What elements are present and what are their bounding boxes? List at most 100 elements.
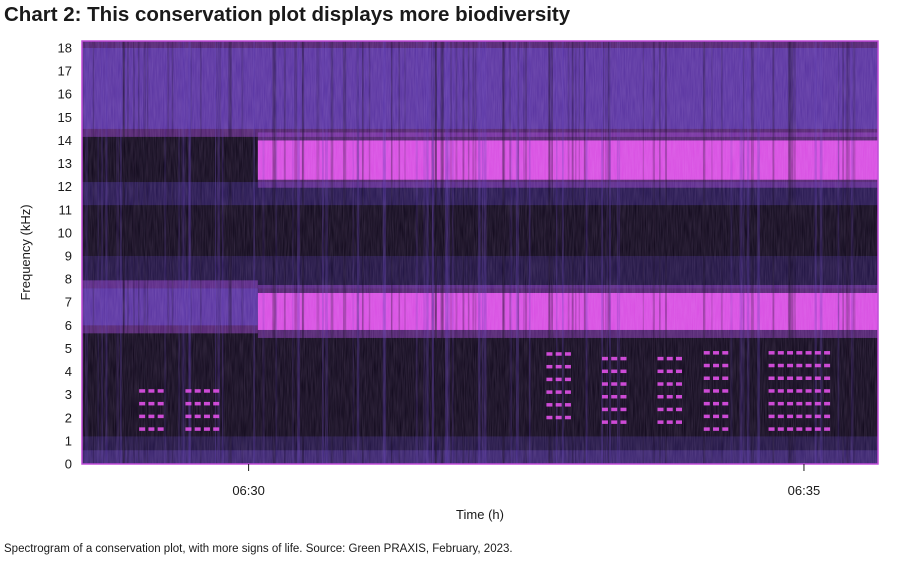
- call-mark: [796, 389, 803, 393]
- call-mark: [611, 369, 618, 374]
- call-mark: [601, 356, 608, 361]
- call-mark: [703, 389, 710, 393]
- y-tick-label: 12: [58, 179, 72, 194]
- call-mark: [824, 376, 831, 380]
- call-mark: [666, 382, 673, 386]
- call-mark: [657, 420, 664, 424]
- call-mark: [194, 401, 201, 406]
- call-mark: [666, 356, 673, 361]
- call-mark: [768, 414, 775, 419]
- call-mark: [824, 389, 831, 393]
- call-mark: [555, 377, 562, 382]
- call-mark: [139, 401, 146, 406]
- call-mark: [787, 401, 794, 406]
- call-mark: [796, 376, 803, 380]
- call-mark: [601, 382, 608, 386]
- call-mark: [194, 389, 201, 393]
- call-mark: [620, 369, 627, 374]
- call-mark: [768, 427, 775, 431]
- call-mark: [787, 389, 794, 393]
- y-tick-label: 14: [58, 133, 72, 148]
- call-mark: [824, 414, 831, 419]
- call-mark: [213, 427, 220, 431]
- call-mark: [722, 376, 729, 380]
- call-mark: [713, 376, 720, 380]
- call-mark: [713, 389, 720, 393]
- call-mark: [666, 407, 673, 412]
- call-mark: [814, 401, 821, 406]
- call-mark: [787, 376, 794, 380]
- call-mark: [787, 363, 794, 368]
- call-mark: [657, 394, 664, 399]
- call-mark: [620, 382, 627, 386]
- call-mark: [814, 427, 821, 431]
- call-mark: [564, 403, 571, 407]
- chart-title: Chart 2: This conservation plot displays…: [4, 3, 571, 26]
- call-mark: [555, 390, 562, 394]
- call-mark: [703, 414, 710, 419]
- call-mark: [666, 369, 673, 374]
- call-mark: [768, 376, 775, 380]
- call-mark: [555, 352, 562, 356]
- call-mark: [546, 364, 553, 369]
- call-mark: [601, 394, 608, 399]
- call-mark: [722, 414, 729, 419]
- call-mark: [722, 351, 729, 355]
- call-mark: [148, 414, 155, 419]
- call-mark: [777, 414, 784, 419]
- call-mark: [148, 427, 155, 431]
- call-mark: [139, 414, 146, 419]
- call-mark: [676, 356, 682, 361]
- y-tick-label: 5: [65, 341, 72, 356]
- call-mark: [787, 414, 794, 419]
- call-mark: [601, 369, 608, 374]
- call-mark: [139, 427, 146, 431]
- y-tick-label: 11: [59, 202, 73, 217]
- x-tick-label: 06:30: [232, 483, 265, 498]
- call-mark: [805, 414, 812, 419]
- y-tick-label: 3: [65, 387, 72, 402]
- plot-frame: [81, 40, 879, 465]
- call-mark: [805, 351, 812, 355]
- call-mark: [777, 363, 784, 368]
- call-mark: [703, 401, 710, 406]
- call-mark: [611, 394, 618, 399]
- call-mark: [676, 369, 682, 374]
- call-mark: [805, 401, 812, 406]
- call-mark: [768, 351, 775, 355]
- y-tick-label: 18: [58, 41, 72, 56]
- call-mark: [620, 356, 627, 361]
- call-mark: [824, 427, 831, 431]
- y-tick-label: 15: [58, 110, 72, 125]
- call-mark: [611, 382, 618, 386]
- call-mark: [185, 414, 192, 419]
- y-axis-label: Frequency (kHz): [18, 204, 33, 300]
- call-mark: [713, 401, 720, 406]
- call-mark: [185, 427, 192, 431]
- call-mark: [546, 352, 553, 356]
- call-mark: [611, 420, 618, 424]
- call-mark: [564, 364, 571, 369]
- x-axis-label: Time (h): [456, 507, 504, 522]
- call-mark: [611, 407, 618, 412]
- call-mark: [194, 427, 201, 431]
- call-mark: [546, 415, 553, 420]
- call-mark: [555, 364, 562, 369]
- call-mark: [564, 390, 571, 394]
- call-mark: [777, 389, 784, 393]
- call-mark: [805, 389, 812, 393]
- call-mark: [713, 351, 720, 355]
- y-tick-label: 8: [65, 272, 72, 287]
- call-mark: [157, 401, 164, 406]
- call-mark: [796, 427, 803, 431]
- call-mark: [676, 420, 682, 424]
- y-tick-label: 0: [65, 457, 72, 472]
- y-tick-label: 13: [58, 156, 72, 171]
- call-mark: [713, 363, 720, 368]
- call-mark: [722, 363, 729, 368]
- call-mark: [157, 414, 164, 419]
- y-tick-label: 6: [65, 318, 72, 333]
- call-mark: [657, 382, 664, 386]
- call-mark: [713, 427, 720, 431]
